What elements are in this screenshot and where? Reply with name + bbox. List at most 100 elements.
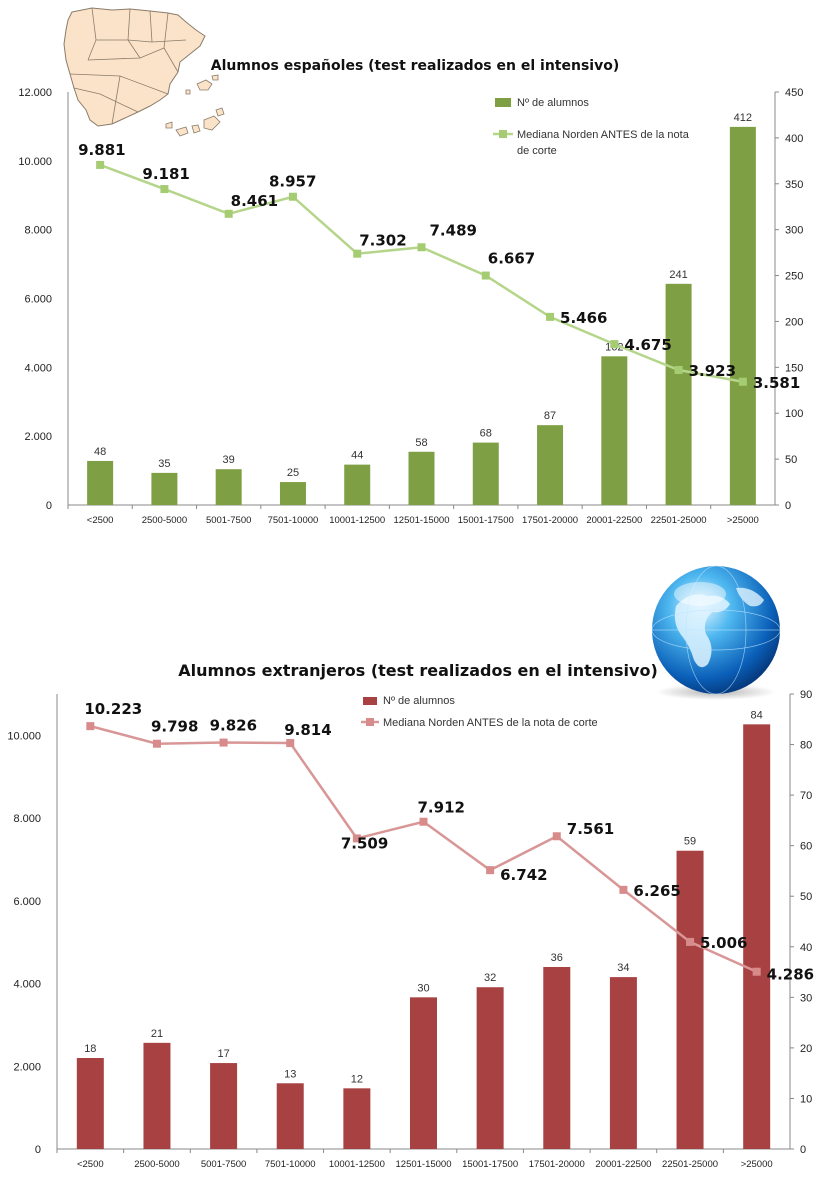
y-left-tick-label: 4.000 [24,362,52,374]
x-tick-label: 7501-10000 [268,515,319,526]
bar-data-label: 39 [223,454,235,466]
line-point [417,243,426,252]
legend-line-label: Mediana Norden ANTES de la nota de corte [517,129,690,157]
x-tick-label: 20001-22500 [595,1159,651,1170]
y-right-tick-label: 20 [800,1043,812,1055]
y-right-tick-label: 450 [785,87,803,99]
y-right-tick-label: 250 [785,271,803,283]
legend-bar-swatch [363,697,377,705]
bar-data-label: 58 [415,437,427,449]
line-point [610,340,619,349]
legend-line-marker [366,718,374,726]
x-tick-label: 17501-20000 [529,1159,585,1170]
line-data-label: 9.881 [78,141,125,159]
bar-data-label: 21 [151,1028,163,1040]
globe-icon [651,565,781,700]
y-left-tick-label: 2.000 [24,431,52,443]
x-tick-label: 2500-5000 [134,1159,179,1170]
line-data-label: 7.302 [359,232,406,250]
line-point [353,249,362,258]
bar [279,482,306,505]
bar [276,1083,304,1149]
legend-line-label: Mediana Norden ANTES de la nota de corte [383,717,598,729]
y-right-tick-label: 30 [800,992,812,1004]
line-point [96,160,105,169]
y-right-tick-label: 350 [785,179,803,191]
y-right-tick-label: 10 [800,1093,812,1105]
bar [87,460,114,505]
y-right-tick-label: 60 [800,841,812,853]
line-point [219,738,228,747]
y-left-tick-label: 2.000 [13,1061,41,1073]
bar [76,1058,104,1149]
x-tick-label: 10001-12500 [329,1159,385,1170]
y-right-tick-label: 50 [800,891,812,903]
x-tick-label: 12501-15000 [394,515,450,526]
bar [210,1063,238,1149]
x-tick-label: 2500-5000 [142,515,187,526]
line-point [419,817,428,826]
bar-data-label: 84 [751,709,763,721]
line-data-label: 4.286 [767,966,814,984]
series-line [89,724,758,973]
bar-data-label: 13 [284,1068,296,1080]
y-left-tick-label: 6.000 [24,294,52,306]
line-point [738,377,747,386]
line-data-label: 7.561 [567,820,614,838]
bar [665,283,692,505]
bar [476,987,504,1149]
line-point [352,834,361,843]
line-point [160,185,169,194]
line-point [286,739,295,748]
x-tick-label: 7501-10000 [265,1159,316,1170]
x-tick-label: >25000 [727,515,759,526]
line-data-label: 3.923 [689,362,736,380]
bar [601,356,628,505]
bar-data-label: 59 [684,836,696,848]
y-left-tick-label: 10.000 [18,156,52,168]
bar-data-label: 30 [417,982,429,994]
y-right-tick-label: 100 [785,408,803,420]
legend-bar-label: Nº de alumnos [383,695,455,707]
x-tick-label: 5001-7500 [206,515,251,526]
legend-bar-label: Nº de alumnos [517,97,589,109]
bar-data-label: 241 [669,269,687,281]
y-right-tick-label: 0 [785,500,791,512]
line-point [288,192,297,201]
x-tick-label: 22501-25000 [662,1159,718,1170]
legend-bar-swatch [495,98,511,107]
y-left-tick-label: 4.000 [13,979,41,991]
line-data-label: 5.006 [700,934,747,952]
bar [472,442,499,505]
y-left-tick-label: 0 [35,1144,41,1156]
line-data-label: 3.581 [753,374,800,392]
x-tick-label: 12501-15000 [396,1159,452,1170]
line-data-label: 5.466 [560,309,607,327]
line-data-label: 8.957 [269,173,316,191]
bar-data-label: 25 [287,467,299,479]
line-data-label: 9.814 [284,721,331,739]
chart-foreign-students: Alumnos extranjeros (test realizados en … [7,565,814,1170]
bar [609,977,637,1149]
bar-data-label: 32 [484,972,496,984]
line-data-label: 7.912 [418,799,465,817]
line-point [674,365,683,374]
x-tick-label: 22501-25000 [651,515,707,526]
y-right-tick-label: 300 [785,225,803,237]
line-point [481,271,490,280]
line-point [486,866,495,875]
line-data-label: 4.675 [624,336,671,354]
x-tick-label: >25000 [741,1159,773,1170]
bar-data-label: 12 [351,1073,363,1085]
y-left-tick-label: 8.000 [13,813,41,825]
x-tick-label: <2500 [87,515,114,526]
x-tick-label: 17501-20000 [522,515,578,526]
line-point [152,739,161,748]
x-tick-label: 15001-17500 [458,515,514,526]
line-point [686,937,695,946]
line-data-label: 9.826 [210,717,257,735]
line-data-label: 9.798 [151,718,198,736]
line-data-label: 6.265 [633,882,680,900]
y-left-tick-label: 8.000 [24,225,52,237]
bar-data-label: 35 [158,458,170,470]
